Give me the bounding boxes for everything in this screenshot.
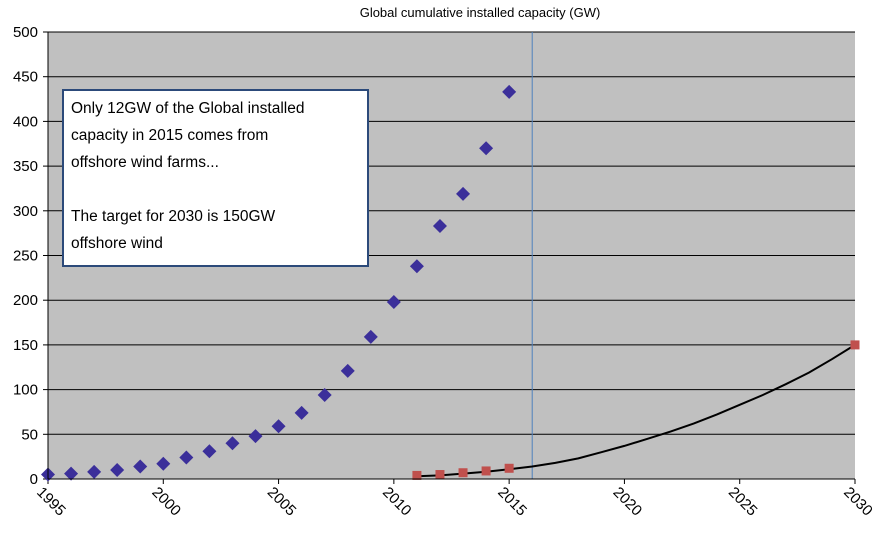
global-point [110, 463, 125, 478]
x-tick-label: 2030 [840, 484, 876, 520]
global-point [479, 141, 494, 156]
y-tick-label: 100 [13, 382, 38, 399]
annotation-line: offshore wind farms... [71, 154, 219, 171]
axes [47, 32, 855, 480]
offshore-capacity-series [412, 340, 860, 480]
offshore-point [458, 468, 468, 478]
annotation-line: capacity in 2015 comes from [71, 127, 268, 144]
global-point [271, 419, 286, 434]
global-point [179, 450, 194, 465]
x-tick-label: 2020 [610, 484, 646, 520]
y-axis-ticks: 0 50 100 150 200 250 300 350 400 450 500 [13, 24, 48, 488]
global-point [87, 464, 102, 479]
global-point [363, 329, 378, 344]
y-tick-label: 450 [13, 69, 38, 86]
offshore-point [481, 466, 491, 476]
x-axis-ticks: 1995 2000 2005 2010 2015 2020 2025 2030 [33, 479, 876, 519]
global-point [409, 259, 424, 274]
chart-title: Global cumulative installed capacity (GW… [360, 5, 601, 20]
annotation-line: Only 12GW of the Global installed [71, 100, 304, 117]
y-tick-label: 300 [13, 203, 38, 220]
y-tick-label: 500 [13, 24, 38, 41]
y-tick-label: 0 [30, 471, 38, 488]
global-point [294, 405, 309, 420]
global-point [156, 456, 171, 471]
global-point [456, 186, 471, 201]
global-point [502, 84, 517, 99]
annotation-frame [62, 89, 369, 267]
global-point [432, 218, 447, 233]
annotation-line: offshore wind [71, 235, 163, 252]
x-tick-label: 2005 [264, 484, 300, 520]
offshore-point [435, 470, 445, 480]
global-point [202, 444, 217, 459]
global-point [225, 436, 240, 451]
y-tick-label: 200 [13, 292, 38, 309]
global-point [64, 466, 79, 481]
x-tick-label: 2015 [494, 484, 530, 520]
y-tick-label: 350 [13, 158, 38, 175]
y-tick-label: 50 [21, 426, 38, 443]
x-tick-label: 2025 [725, 484, 761, 520]
x-tick-label: 2010 [379, 484, 415, 520]
global-point [317, 387, 332, 402]
global-point [386, 294, 401, 309]
y-tick-label: 400 [13, 113, 38, 130]
annotation-box: Only 12GW of the Global installed capaci… [62, 89, 369, 267]
offshore-point [850, 340, 860, 350]
y-tick-label: 150 [13, 337, 38, 354]
annotation-line: The target for 2030 is 150GW [71, 208, 276, 225]
global-point [133, 459, 148, 474]
offshore-point [412, 470, 422, 480]
global-capacity-series [41, 84, 517, 482]
global-point [248, 429, 263, 444]
y-tick-label: 250 [13, 248, 38, 265]
x-tick-label: 1995 [33, 484, 69, 520]
offshore-point [504, 463, 514, 473]
x-tick-label: 2000 [148, 484, 184, 520]
global-point [340, 363, 355, 378]
